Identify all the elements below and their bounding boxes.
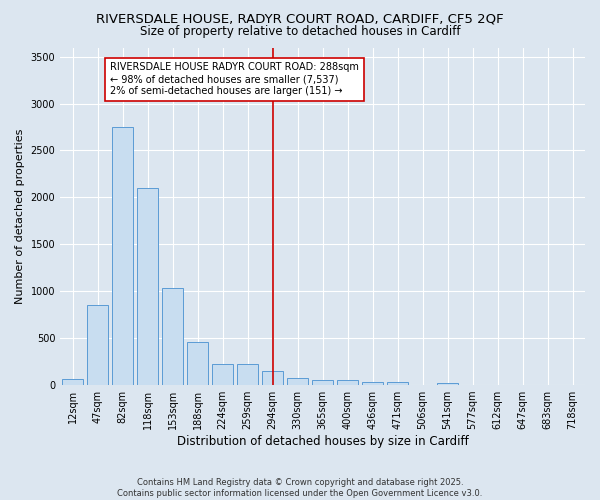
Bar xyxy=(387,382,408,384)
Text: RIVERSDALE HOUSE, RADYR COURT ROAD, CARDIFF, CF5 2QF: RIVERSDALE HOUSE, RADYR COURT ROAD, CARD… xyxy=(96,12,504,26)
Bar xyxy=(212,364,233,384)
Bar xyxy=(87,305,108,384)
Bar xyxy=(287,378,308,384)
Bar xyxy=(437,383,458,384)
Text: RIVERSDALE HOUSE RADYR COURT ROAD: 288sqm
← 98% of detached houses are smaller (: RIVERSDALE HOUSE RADYR COURT ROAD: 288sq… xyxy=(110,62,359,96)
Bar xyxy=(312,380,333,384)
Text: Contains HM Land Registry data © Crown copyright and database right 2025.
Contai: Contains HM Land Registry data © Crown c… xyxy=(118,478,482,498)
Text: Size of property relative to detached houses in Cardiff: Size of property relative to detached ho… xyxy=(140,25,460,38)
Bar xyxy=(137,188,158,384)
Y-axis label: Number of detached properties: Number of detached properties xyxy=(15,128,25,304)
Bar xyxy=(162,288,183,384)
Bar xyxy=(262,371,283,384)
Bar xyxy=(362,382,383,384)
Bar xyxy=(112,127,133,384)
Bar xyxy=(337,380,358,384)
X-axis label: Distribution of detached houses by size in Cardiff: Distribution of detached houses by size … xyxy=(177,434,469,448)
Bar xyxy=(237,364,258,384)
Bar xyxy=(62,379,83,384)
Bar xyxy=(187,342,208,384)
